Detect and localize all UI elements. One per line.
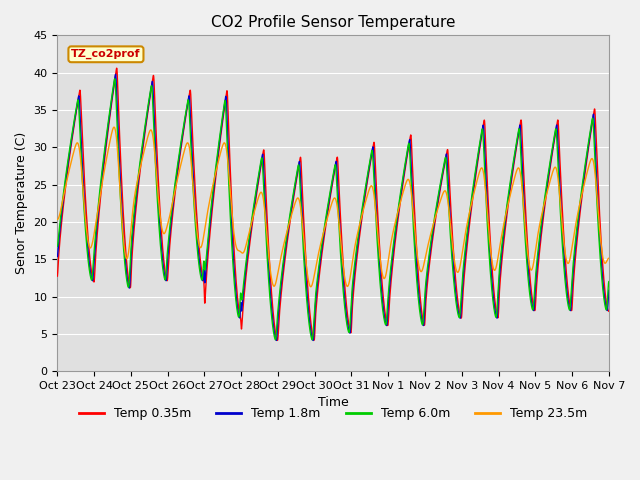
X-axis label: Time: Time bbox=[317, 396, 349, 409]
Title: CO2 Profile Sensor Temperature: CO2 Profile Sensor Temperature bbox=[211, 15, 455, 30]
Y-axis label: Senor Temperature (C): Senor Temperature (C) bbox=[15, 132, 28, 275]
Text: TZ_co2prof: TZ_co2prof bbox=[71, 49, 141, 60]
Legend: Temp 0.35m, Temp 1.8m, Temp 6.0m, Temp 23.5m: Temp 0.35m, Temp 1.8m, Temp 6.0m, Temp 2… bbox=[74, 402, 592, 425]
